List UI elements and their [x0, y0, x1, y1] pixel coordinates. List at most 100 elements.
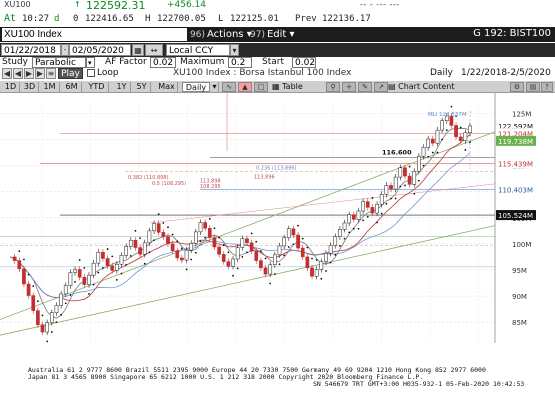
start-input[interactable]: 0.02	[292, 57, 316, 68]
fib-level-label: 113.898	[200, 178, 221, 184]
candle-body	[133, 239, 138, 248]
candle-body	[207, 227, 212, 238]
candle-body	[217, 246, 221, 255]
period-6m-button[interactable]: 6M	[62, 82, 82, 92]
end-date-input[interactable]: 02/05/2020	[69, 44, 131, 56]
candle-body	[342, 222, 347, 230]
date-range-label: 1/22/2018-2/5/2020	[461, 68, 551, 78]
sar-dot	[125, 263, 128, 266]
maximum-input[interactable]: 0.2	[228, 57, 252, 68]
frequency-select[interactable]: Daily	[182, 82, 210, 92]
candle-body	[417, 155, 421, 172]
chart-type-icon[interactable]: □	[254, 82, 268, 92]
sar-dot	[139, 237, 142, 240]
y-tick-label: 85M	[512, 319, 527, 327]
draw-icon[interactable]: ✎	[358, 82, 372, 92]
candle-body	[175, 250, 180, 259]
candle-body	[17, 260, 22, 270]
price-tag-black-bg	[496, 210, 536, 221]
candle-body	[375, 203, 379, 214]
chart-content-button[interactable]: ▤ Chart Content	[388, 82, 468, 92]
candle-body	[221, 254, 226, 262]
ticker-input[interactable]: XU100 Index	[2, 28, 187, 41]
candle-body	[403, 167, 407, 177]
candle-body	[59, 293, 63, 306]
open-value: 122416.65	[85, 14, 134, 24]
candle-body	[105, 258, 110, 267]
security-label: XU100	[4, 0, 31, 9]
line-chart-icon[interactable]: ∿	[222, 82, 236, 92]
sar-dot	[36, 300, 39, 303]
dropdown-arrow-icon: ▾	[246, 29, 252, 40]
candle-body	[110, 265, 115, 271]
layout-icon[interactable]: ▤	[526, 82, 540, 92]
sar-dot	[301, 237, 304, 240]
sar-dot	[264, 257, 267, 260]
range-expand-icon[interactable]: ↔	[145, 44, 163, 56]
sar-dot	[469, 141, 471, 144]
candle-body	[435, 129, 440, 144]
rewind-icon[interactable]: ◀	[2, 68, 12, 79]
sar-dot	[371, 197, 374, 199]
crosshair-icon[interactable]: +	[342, 82, 356, 92]
currency-dropdown-icon[interactable]: ▾	[230, 44, 239, 56]
period-1d-button[interactable]: 1D	[2, 82, 20, 92]
sar-dot	[455, 115, 457, 117]
sar-dot	[106, 248, 109, 250]
frequency-label: Daily	[430, 68, 453, 78]
candle-body	[389, 185, 393, 190]
sar-dot	[278, 263, 281, 266]
study-select[interactable]: Parabolic	[32, 57, 86, 68]
settings-icon[interactable]: ⚙	[510, 82, 524, 92]
candle-body	[231, 258, 235, 267]
annotation-icon[interactable]: ▲	[238, 82, 252, 92]
frequency-dropdown-icon[interactable]: ▾	[211, 82, 219, 92]
loop-checkbox[interactable]	[87, 69, 95, 77]
high-marker-label: MLI 124.537M	[428, 112, 467, 118]
currency-select[interactable]: Local CCY	[166, 44, 230, 56]
y-tick-label: 95M	[512, 267, 527, 275]
period-3d-button[interactable]: 3D	[21, 82, 39, 92]
chart-title: XU100 Index : Borsa Istanbul 100 Index	[173, 68, 352, 78]
period-1y-button[interactable]: 1Y	[113, 82, 131, 92]
sar-dot	[74, 281, 76, 283]
calendar-icon[interactable]: ▦	[132, 44, 144, 56]
trade-time: 10:27	[22, 14, 50, 24]
price-tag-red-bg	[496, 128, 536, 139]
price-chart[interactable]: 125M120M115M110M105M100M95M90M85MMayJunJ…	[0, 93, 555, 348]
step-forward-icon[interactable]: ▶	[24, 68, 34, 79]
fast-forward-icon[interactable]: ▶	[35, 68, 45, 79]
candle-body	[22, 268, 26, 285]
period-5y-button[interactable]: 5Y	[133, 82, 151, 92]
sar-dot	[18, 250, 21, 253]
study-dropdown-icon[interactable]: ▾	[86, 57, 95, 68]
sar-dot	[445, 129, 448, 132]
step-back-icon[interactable]: ◀	[13, 68, 23, 79]
candle-body	[12, 256, 17, 261]
play-button[interactable]: Play	[58, 68, 83, 79]
af-factor-input[interactable]: 0.02	[150, 57, 176, 68]
speed-icon[interactable]: ≡	[46, 68, 56, 79]
period-ytd-button[interactable]: YTD	[85, 82, 109, 92]
table-button[interactable]: ▦ Table	[272, 82, 320, 92]
zoom-icon[interactable]: ⚲	[326, 82, 340, 92]
sar-dot	[255, 240, 258, 243]
actions-menu[interactable]: 96) Actions ▾	[190, 28, 252, 41]
moving-average-slow	[9, 134, 471, 302]
footer-phones-line: Australia 61 2 9777 8600 Brazil 5511 239…	[28, 366, 486, 374]
sar-dot	[422, 164, 425, 167]
fib-label: 0.236 (113.896)	[256, 165, 297, 171]
period-1m-button[interactable]: 1M	[40, 82, 60, 92]
sar-dot	[208, 217, 211, 220]
start-date-input[interactable]: 01/22/2018	[1, 44, 61, 56]
candle-body	[26, 283, 31, 296]
help-icon[interactable]: ?	[541, 82, 553, 92]
arrow-icon[interactable]: ↗	[374, 82, 388, 92]
edit-menu[interactable]: 97) Edit ▾	[250, 28, 295, 41]
channel-line	[149, 183, 496, 224]
candle-body	[319, 261, 324, 270]
period-max-button[interactable]: Max	[156, 82, 178, 92]
candle-body	[347, 214, 352, 224]
sar-dot	[311, 257, 313, 260]
sar-dot	[111, 255, 114, 258]
